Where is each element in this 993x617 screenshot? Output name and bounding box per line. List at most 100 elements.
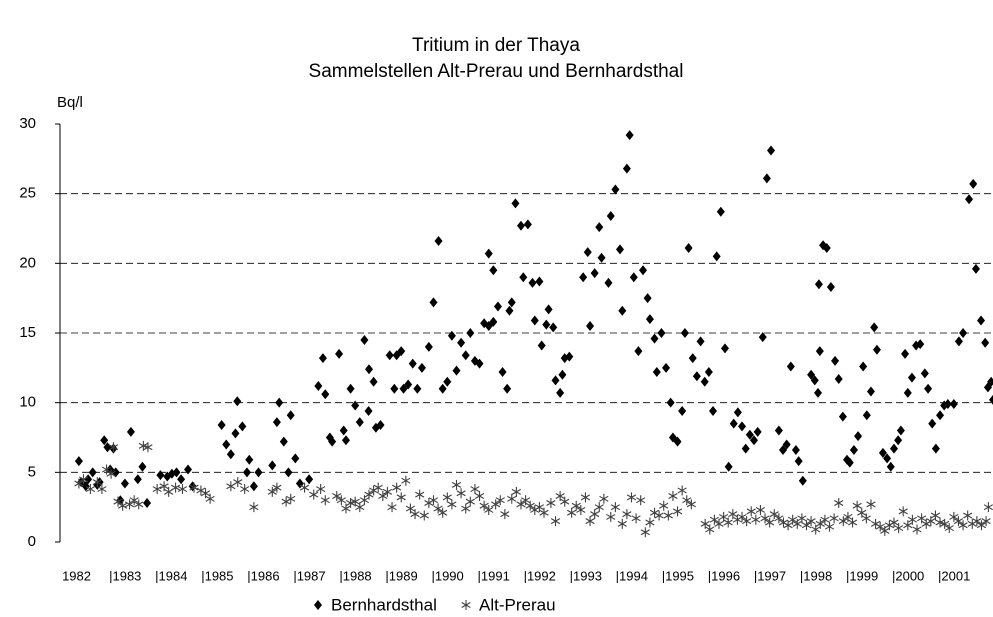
diamond-point — [443, 376, 452, 387]
diamond-point — [700, 376, 709, 387]
star-point — [479, 500, 489, 511]
diamond-point — [907, 372, 916, 383]
diamond-point — [862, 410, 871, 421]
diamond-point — [351, 400, 360, 411]
star-point — [415, 489, 425, 500]
diamond-point — [954, 336, 963, 347]
star-point — [364, 489, 374, 500]
star-point — [861, 513, 871, 524]
star-point — [852, 500, 862, 511]
diamond-point — [489, 316, 498, 327]
y-tick-label: 5 — [28, 463, 36, 480]
star-point — [815, 518, 825, 529]
diamond-point — [724, 461, 733, 472]
star-point — [500, 509, 510, 520]
diamond-point — [551, 375, 560, 386]
diamond-point — [565, 351, 574, 362]
diamond-point — [369, 376, 378, 387]
diamond-point — [318, 353, 327, 364]
x-tick-label: |1984 — [155, 568, 187, 583]
star-point — [857, 507, 867, 518]
star-point — [820, 514, 830, 525]
star-point — [189, 482, 199, 493]
diamond-point — [452, 365, 461, 376]
star-point — [606, 511, 616, 522]
diamond-point — [233, 396, 242, 407]
star-point — [663, 510, 673, 521]
diamond-point — [767, 145, 776, 156]
star-point — [610, 502, 620, 513]
star-point — [474, 491, 485, 502]
diamond-point — [335, 348, 344, 359]
diamond-point — [814, 279, 823, 290]
star-point — [659, 500, 669, 511]
diamond-point — [511, 198, 520, 209]
diamond-point — [834, 373, 843, 384]
diamond-point — [355, 417, 364, 428]
star-point — [272, 482, 282, 493]
diamond-point — [184, 464, 193, 475]
star-point — [461, 503, 471, 514]
x-tick-label: |2000 — [892, 568, 924, 583]
diamond-point — [528, 277, 537, 288]
y-tick-label: 15 — [19, 324, 36, 341]
chart-subtitle: Sammelstellen Alt-Prerau und Bernhardsth… — [309, 61, 684, 82]
diamond-point — [314, 380, 323, 391]
diamond-point — [696, 336, 705, 347]
star-point — [686, 499, 696, 510]
diamond-point — [965, 194, 974, 205]
legend-label: Alt-Prerau — [479, 595, 556, 614]
star-point — [788, 514, 798, 525]
diamond-point — [498, 367, 507, 378]
star-point — [829, 513, 839, 524]
diamond-point — [172, 467, 181, 478]
diamond-point — [924, 383, 933, 394]
x-tick-label: |1995 — [662, 568, 694, 583]
star-point — [539, 507, 549, 518]
diamond-point — [794, 456, 803, 467]
star-point — [138, 440, 148, 451]
diamond-point — [126, 426, 135, 437]
star-point — [387, 502, 397, 513]
diamond-point — [920, 368, 929, 379]
star-point — [963, 510, 973, 521]
star-point — [299, 482, 310, 493]
star-point — [495, 495, 505, 506]
star-point — [442, 492, 452, 503]
diamond-point — [242, 467, 251, 478]
star-point — [940, 518, 950, 529]
star-point — [783, 520, 793, 531]
diamond-point — [397, 346, 406, 357]
star-point — [341, 503, 351, 514]
diamond-point — [217, 419, 226, 430]
star-point — [534, 502, 544, 513]
diamond-point — [673, 436, 682, 447]
star-point — [359, 495, 370, 506]
x-tick-label: |1990 — [431, 568, 463, 583]
x-tick-label: |1989 — [385, 568, 417, 583]
star-point — [677, 485, 687, 496]
diamond-point — [859, 361, 868, 372]
diamond-point — [969, 178, 978, 189]
star-point — [320, 495, 330, 506]
star-point — [760, 513, 770, 524]
star-point — [636, 495, 646, 506]
series-0 — [74, 130, 993, 508]
diamond-point — [429, 297, 438, 308]
diamond-point — [831, 355, 840, 366]
diamond-point — [652, 367, 661, 378]
diamond-point — [272, 417, 281, 428]
star-point — [200, 488, 211, 499]
diamond-point — [936, 410, 945, 421]
x-tick-label: |1983 — [109, 568, 141, 583]
diamond-point — [716, 206, 725, 217]
diamond-point — [883, 453, 892, 464]
diamond-point — [519, 272, 528, 283]
star-point — [705, 524, 715, 535]
diamond-point — [745, 429, 754, 440]
star-point — [336, 495, 346, 506]
diamond-point — [749, 435, 758, 446]
diamond-point — [222, 439, 231, 450]
star-point — [903, 520, 913, 531]
x-tick-label: 1982 — [62, 568, 91, 583]
